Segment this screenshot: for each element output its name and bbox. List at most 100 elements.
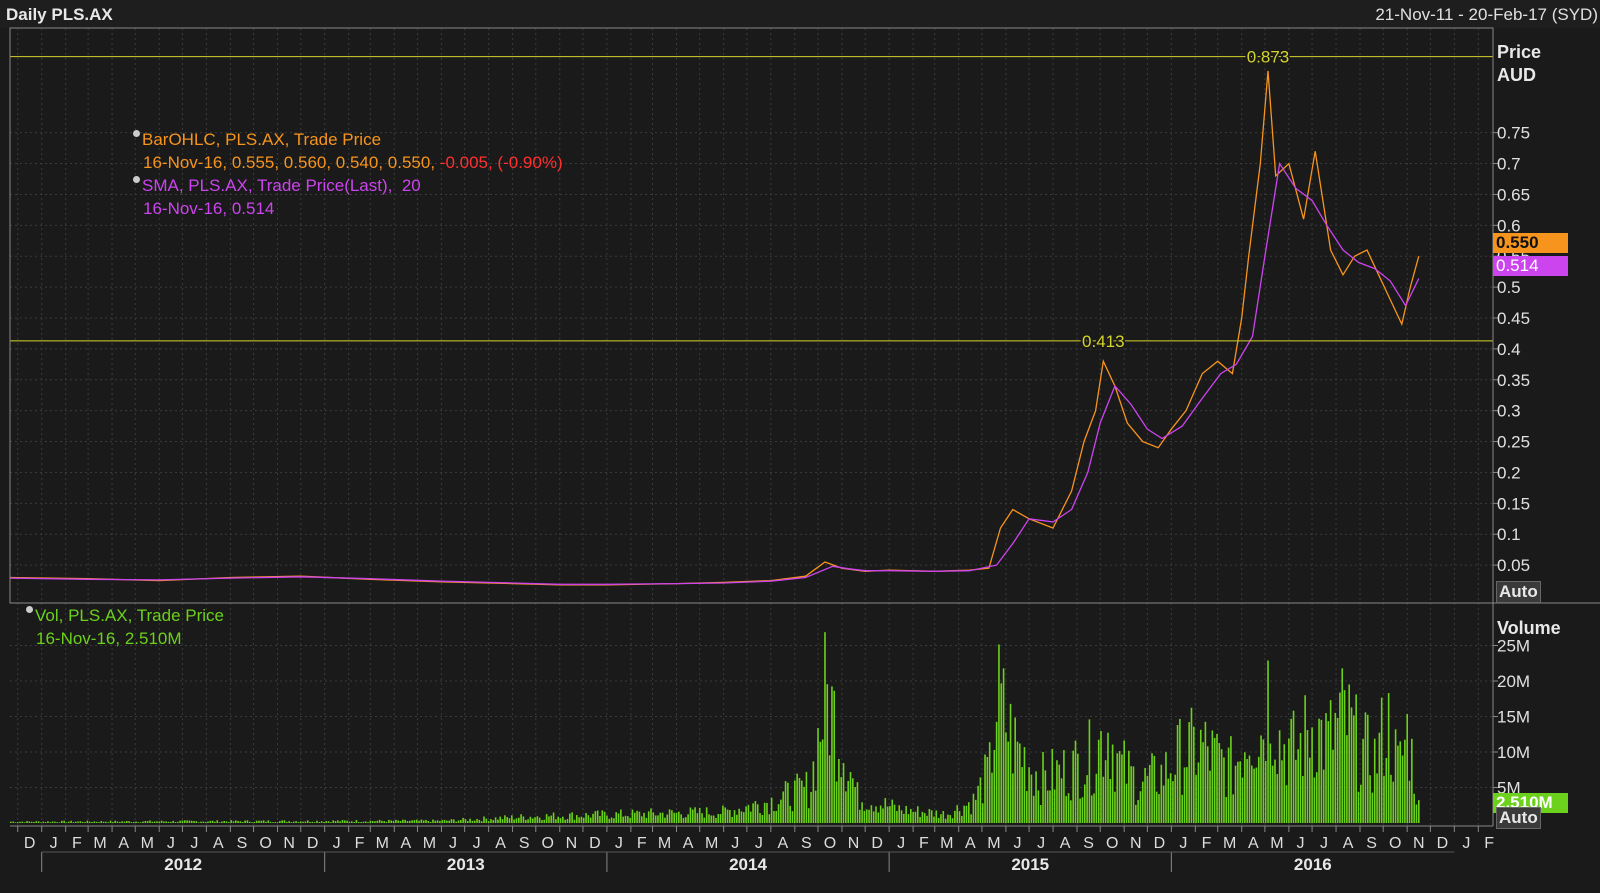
volume-bar (353, 821, 355, 823)
volume-bar (810, 792, 812, 823)
volume-bar (965, 805, 968, 823)
volume-bar (900, 810, 903, 823)
price-legend[interactable]: BarOHLC, PLS.AX, Trade Price 16-Nov-16, … (133, 128, 563, 220)
volume-bar (58, 822, 61, 823)
volume-bar (1353, 715, 1355, 823)
volume-bar (819, 741, 822, 823)
volume-bar (67, 821, 70, 823)
volume-bar (355, 820, 358, 823)
volume-bar (116, 821, 119, 823)
volume-bar (218, 822, 221, 823)
volume-bar (151, 821, 154, 823)
volume-bar (761, 814, 764, 823)
volume-bar (638, 811, 641, 823)
volume-bar (1308, 757, 1311, 823)
volume-bar (415, 819, 418, 823)
volume-bar (798, 777, 801, 823)
volume-bar (487, 821, 490, 823)
volume-legend[interactable]: Vol, PLS.AX, Trade Price 16-Nov-16, 2.51… (26, 604, 224, 650)
volume-bar (958, 811, 961, 823)
price-plot-area[interactable] (10, 28, 1493, 603)
volume-bar (42, 821, 45, 823)
volume-auto-scale-button[interactable]: Auto (1496, 807, 1541, 829)
volume-bar (1144, 767, 1146, 823)
volume-bar (617, 813, 620, 823)
volume-bar (1339, 692, 1341, 823)
volume-bar (156, 821, 158, 823)
volume-bar (1334, 712, 1337, 823)
month-label: M (423, 835, 436, 852)
month-label: F (637, 835, 647, 852)
volume-bar (504, 815, 506, 823)
volume-bar (1012, 773, 1014, 823)
volume-bar (1044, 770, 1047, 823)
volume-bar (204, 821, 207, 823)
volume-bar (582, 817, 585, 823)
volume-bar (1332, 749, 1334, 823)
volume-bar (675, 812, 678, 823)
volume-bar (1239, 761, 1241, 823)
volume-bar (1223, 757, 1225, 823)
volume-bar (119, 821, 121, 823)
volume-bar (531, 818, 534, 823)
volume-bar (476, 819, 478, 823)
volume-bar (1023, 747, 1026, 823)
volume-bar (1260, 735, 1262, 823)
volume-bar (325, 821, 328, 823)
volume-bar (1211, 730, 1214, 823)
legend-toggle-icon[interactable] (26, 606, 33, 613)
month-label: A (1060, 835, 1071, 852)
volume-bar (174, 822, 177, 823)
volume-bar (23, 822, 26, 823)
volume-bar (93, 821, 96, 823)
date-range[interactable]: 21-Nov-11 - 20-Feb-17 (SYD) (1375, 5, 1598, 24)
volume-bar (594, 811, 597, 823)
volume-plot-area[interactable] (10, 604, 1493, 826)
volume-bar (907, 814, 910, 823)
legend-toggle-icon[interactable] (133, 176, 140, 183)
volume-bar (977, 785, 979, 823)
volume-bar (246, 820, 249, 823)
volume-bar (1100, 730, 1102, 823)
volume-bar (1155, 791, 1158, 823)
price-auto-scale-button[interactable]: Auto (1496, 581, 1541, 603)
price-tick-label: 0.5 (1497, 278, 1521, 297)
volume-bar (499, 816, 502, 823)
volume-bar (153, 821, 156, 823)
volume-bar (260, 820, 263, 823)
volume-bar (397, 820, 399, 823)
volume-bar (842, 763, 845, 823)
month-label: M (940, 835, 953, 852)
volume-bar (1376, 773, 1378, 823)
legend-toggle-icon[interactable] (133, 130, 140, 137)
volume-bar (694, 807, 696, 823)
volume-bar (132, 821, 135, 823)
volume-bar (272, 822, 274, 823)
volume-bar (79, 821, 82, 823)
volume-bar (235, 820, 237, 823)
volume-bar (1081, 797, 1084, 823)
volume-bar (749, 811, 752, 823)
volume-bar (142, 821, 144, 823)
vol-legend-values: 16-Nov-16, 2.510M (36, 629, 182, 648)
volume-bar (870, 805, 873, 823)
volume-bar (1116, 753, 1119, 823)
month-label: A (213, 835, 224, 852)
volume-bar (1107, 732, 1109, 823)
volume-bar (689, 807, 692, 823)
volume-bar (1241, 777, 1244, 823)
volume-bar (1190, 707, 1193, 823)
volume-bar (237, 821, 239, 823)
month-label: S (237, 835, 248, 852)
volume-bar (404, 819, 406, 823)
volume-bar (56, 822, 58, 823)
volume-bar (754, 801, 757, 823)
month-label: F (72, 835, 82, 852)
volume-bar (1049, 790, 1051, 823)
volume-bar (643, 812, 645, 823)
volume-bar (1288, 738, 1290, 823)
volume-bar (814, 790, 817, 823)
volume-bar (448, 820, 451, 823)
horizontal-lines[interactable]: 0.873 0.413 (10, 46, 1493, 353)
